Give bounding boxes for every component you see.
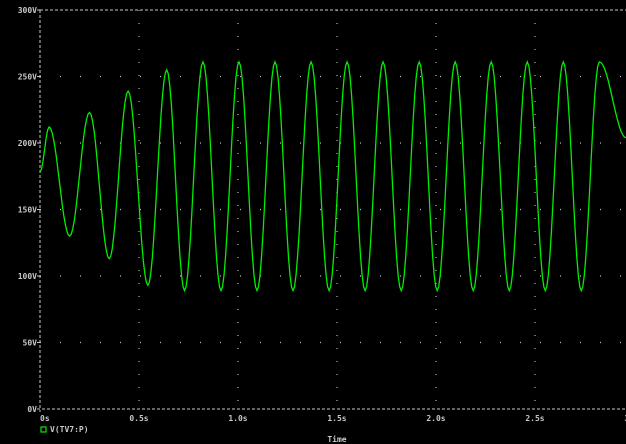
y-tick-label: 250V <box>18 73 37 82</box>
y-tick-label: 300V <box>18 6 37 15</box>
y-tick-label: 100V <box>18 272 37 281</box>
axes <box>37 9 626 412</box>
x-tick-label: 1.5s <box>327 414 346 423</box>
x-tick-label: 2.5s <box>525 414 544 423</box>
x-tick-label: 2.0s <box>426 414 445 423</box>
plot-area <box>39 60 626 293</box>
legend-marker-icon <box>40 426 47 433</box>
y-tick-label: 0V <box>27 405 37 414</box>
y-tick-label: 50V <box>23 339 38 348</box>
y-tick-label: 200V <box>18 139 37 148</box>
y-tick-label: 150V <box>18 206 37 215</box>
x-tick-label: 1.0s <box>228 414 247 423</box>
legend-label: V(TV7:P) <box>50 425 89 434</box>
legend[interactable]: V(TV7:P) <box>40 425 89 434</box>
tick-labels: 0V 50V 100V 150V 200V 250V 300V 0s 0.5s 1.0s 1.5s 2… <box>18 6 626 423</box>
x-tick-label: 0.5s <box>129 414 148 423</box>
x-axis-label: Time <box>327 434 346 444</box>
series-line <box>39 60 626 293</box>
x-tick-label: 3.0s <box>624 414 626 423</box>
x-tick-label: 0s <box>40 414 50 423</box>
